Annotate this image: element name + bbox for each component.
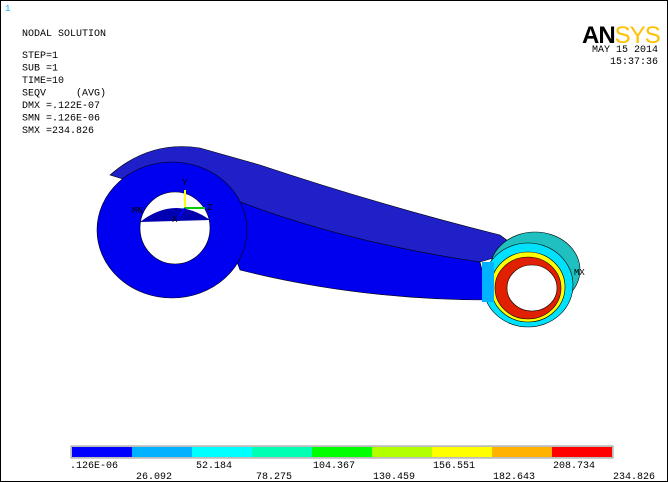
legend-label: .126E-06 [70,461,118,472]
header-line: SEQV (AVG) [22,88,106,100]
legend-swatch [132,447,192,457]
triad-z: Z [207,203,213,213]
legend-label: 156.551 [433,461,475,472]
header-line: DMX =.122E-07 [22,101,100,112]
header-line: SUB =1 [22,64,58,75]
date: MAY 15 2014 [592,45,658,56]
legend-swatch [192,447,252,457]
min-marker: MN [132,206,143,216]
triad-x: X [172,215,178,225]
header-line: TIME=10 [22,76,64,87]
legend-label: 52.184 [196,461,232,472]
header-line: SMX =234.826 [22,126,94,137]
header-line: SMN =.126E-06 [22,114,100,125]
time: 15:37:36 [610,57,658,68]
legend-label: 26.092 [136,472,172,482]
legend-swatch [492,447,552,457]
legend-swatch [552,447,612,457]
plot-title: NODAL SOLUTION [22,29,106,40]
legend-swatch [72,447,132,457]
max-marker: MX [574,268,585,278]
legend-swatch [252,447,312,457]
legend-label: 208.734 [553,461,595,472]
ansys-window: 1 NODAL SOLUTION STEP=1 SUB =1TIME=10SEQV… [0,0,668,482]
legend-label: 182.643 [493,472,535,482]
legend-label: 234.826 [613,472,655,482]
legend-swatch [312,447,372,457]
triad-y: Y [182,178,188,188]
legend-label: 130.459 [373,472,415,482]
legend-label: 78.275 [256,472,292,482]
legend-swatch [372,447,432,457]
legend-label: 104.367 [313,461,355,472]
header-line: STEP=1 [22,51,58,62]
legend-swatch [432,447,492,457]
window-number: 1 [5,4,10,14]
